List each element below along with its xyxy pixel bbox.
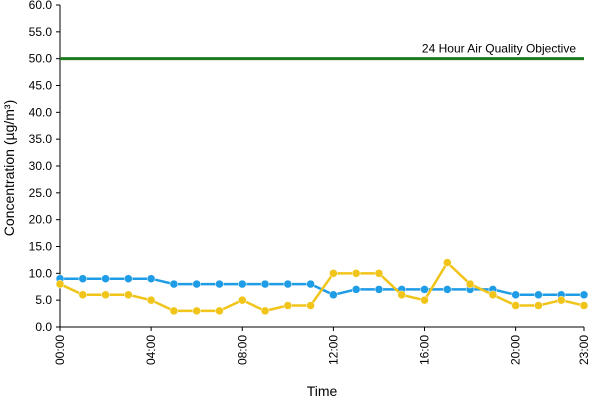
- x-tick-label: 20:00: [509, 335, 523, 365]
- data-point: [283, 279, 293, 289]
- series-line: [60, 277, 584, 297]
- x-tick-label: 00:00: [53, 335, 67, 365]
- x-tick-label: 08:00: [235, 335, 249, 365]
- data-point: [78, 290, 88, 300]
- data-point: [488, 290, 498, 300]
- data-point: [169, 306, 179, 316]
- x-tick-label: 23:00: [577, 335, 591, 365]
- data-point: [511, 290, 520, 300]
- data-point: [101, 290, 110, 300]
- data-point: [192, 306, 201, 316]
- series-line: [59, 260, 585, 313]
- data-point: [374, 285, 384, 294]
- y-axis: 0.0 5.0 10.0 15.0 20.0 25.0 30.0 35.0 40.0 45.0 50…: [29, 0, 61, 334]
- data-point: [465, 279, 475, 289]
- reference-line-group: 24 Hour Air Quality Objective: [60, 42, 584, 61]
- data-point: [260, 279, 270, 289]
- data-point: [329, 290, 338, 300]
- data-point: [124, 290, 133, 300]
- data-point: [283, 301, 293, 310]
- data-point: [55, 279, 65, 289]
- y-tick-label: 10.0: [29, 266, 53, 280]
- y-tick-label: 30.0: [29, 159, 53, 173]
- y-tick-label: 20.0: [29, 213, 53, 227]
- data-point: [78, 274, 88, 283]
- data-point: [420, 285, 429, 294]
- data-point: [169, 279, 179, 289]
- y-tick-label: 45.0: [29, 79, 53, 93]
- y-tick-label: 55.0: [29, 25, 53, 39]
- data-point: [556, 295, 566, 305]
- series-group: [55, 258, 589, 316]
- x-tick-label: 16:00: [418, 335, 432, 365]
- x-axis-title: Time: [307, 383, 338, 399]
- data-point: [397, 290, 406, 300]
- data-point: [443, 258, 452, 267]
- x-axis: 00:00 04:00 08:00 12:00 16:00 20:00 23:00: [53, 326, 591, 365]
- data-point: [329, 269, 338, 278]
- data-point: [260, 306, 270, 316]
- data-point: [351, 285, 361, 294]
- y-tick-label: 5.0: [35, 293, 52, 307]
- y-tick-label: 35.0: [29, 132, 53, 146]
- data-point: [579, 290, 589, 300]
- air-quality-objective-label: 24 Hour Air Quality Objective: [422, 42, 576, 56]
- y-tick-label: 60.0: [29, 0, 53, 12]
- data-point: [215, 306, 224, 316]
- y-tick-label: 0.0: [35, 320, 52, 334]
- data-point: [146, 274, 156, 283]
- data-point: [374, 269, 384, 278]
- data-point: [238, 279, 247, 289]
- data-point: [146, 295, 156, 305]
- data-point: [306, 279, 315, 289]
- data-point: [101, 274, 110, 283]
- data-point: [511, 301, 520, 310]
- data-point: [534, 301, 543, 310]
- y-tick-label: 25.0: [29, 186, 53, 200]
- data-point: [534, 290, 543, 300]
- series-1: [55, 274, 589, 300]
- y-tick-label: 50.0: [29, 52, 53, 66]
- data-point: [238, 295, 247, 305]
- x-tick-label: 04:00: [144, 335, 158, 365]
- data-point: [443, 285, 452, 294]
- data-point: [420, 295, 429, 305]
- data-point: [351, 269, 361, 278]
- data-point: [579, 301, 589, 310]
- y-tick-label: 40.0: [29, 105, 53, 119]
- data-point: [124, 274, 133, 283]
- data-point: [306, 301, 315, 310]
- series-2: [55, 258, 589, 316]
- y-axis-title: Concentration (µg/m³): [1, 100, 17, 236]
- x-tick-label: 12:00: [326, 335, 340, 365]
- y-tick-label: 15.0: [29, 240, 53, 254]
- data-point: [215, 279, 224, 289]
- data-point: [192, 279, 201, 289]
